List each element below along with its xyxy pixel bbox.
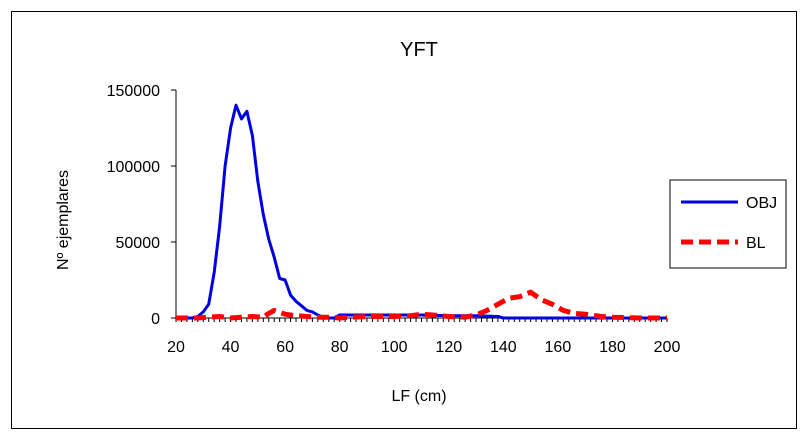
- legend-label-obj: OBJ: [746, 195, 777, 212]
- x-tick-label: 40: [222, 339, 240, 356]
- y-axis-label: Nº ejemplares: [55, 170, 72, 270]
- chart-title: YFT: [400, 39, 438, 61]
- x-tick-label: 100: [381, 339, 408, 356]
- x-axis-label: LF (cm): [391, 388, 446, 405]
- x-tick-label: 160: [545, 339, 572, 356]
- x-tick-label: 60: [276, 339, 294, 356]
- y-tick-label: 150000: [107, 83, 160, 100]
- series-obj-line: [176, 103, 667, 320]
- x-tick-label: 140: [490, 339, 517, 356]
- y-tick-label: 50000: [116, 235, 161, 252]
- x-tick-label: 120: [435, 339, 462, 356]
- series-layer: [176, 103, 667, 321]
- legend-label-bl: BL: [746, 235, 766, 252]
- chart-frame: [11, 11, 797, 429]
- x-tick-label: 180: [599, 339, 626, 356]
- x-tick-label: 200: [654, 339, 681, 356]
- y-tick-label: 0: [151, 311, 160, 328]
- legend: OBJ BL: [669, 179, 787, 269]
- legend-box: [669, 179, 787, 269]
- x-tick-label: 80: [331, 339, 349, 356]
- x-tick-label: 20: [167, 339, 185, 356]
- y-tick-label: 100000: [107, 159, 160, 176]
